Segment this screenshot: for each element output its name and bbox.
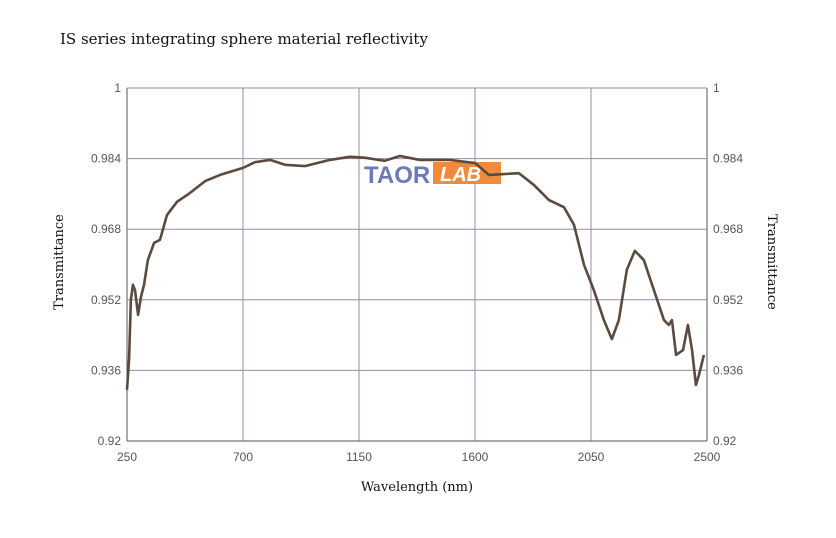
y-tick-label-left: 0.92 <box>98 434 122 448</box>
y-tick-label-right: 0.92 <box>713 434 737 448</box>
y-tick-label-left: 0.952 <box>91 293 121 307</box>
y-tick-label-right: 0.952 <box>713 293 743 307</box>
x-tick-label: 1600 <box>462 450 489 464</box>
x-tick-label: 700 <box>233 450 253 464</box>
y-tick-label-right: 0.936 <box>713 363 743 377</box>
y-tick-label-left: 1 <box>114 81 121 95</box>
y-tick-label-right: 0.968 <box>713 222 743 236</box>
x-tick-label: 2050 <box>578 450 605 464</box>
y-axis-label-right: Transmittance <box>764 214 779 310</box>
y-tick-label-left: 0.984 <box>91 152 121 166</box>
y-tick-label-right: 0.984 <box>713 152 743 166</box>
x-tick-label: 2500 <box>694 450 721 464</box>
y-tick-label-left: 0.936 <box>91 363 121 377</box>
y-tick-label-left: 0.968 <box>91 222 121 236</box>
x-tick-label: 250 <box>117 450 137 464</box>
watermark-text-a: TAOR <box>364 162 430 189</box>
series-line <box>125 154 706 390</box>
x-axis-label: Wavelength (nm) <box>361 480 473 495</box>
y-axis-label: Transmittance <box>52 214 67 310</box>
chart-title: IS series integrating sphere material re… <box>60 30 428 48</box>
watermark-text-b: LAB <box>440 164 481 186</box>
watermark-logo: TAOR LAB <box>364 162 501 189</box>
y-tick-label-right: 1 <box>713 81 720 95</box>
x-tick-label: 1150 <box>346 450 372 464</box>
watermark-box <box>433 162 501 184</box>
